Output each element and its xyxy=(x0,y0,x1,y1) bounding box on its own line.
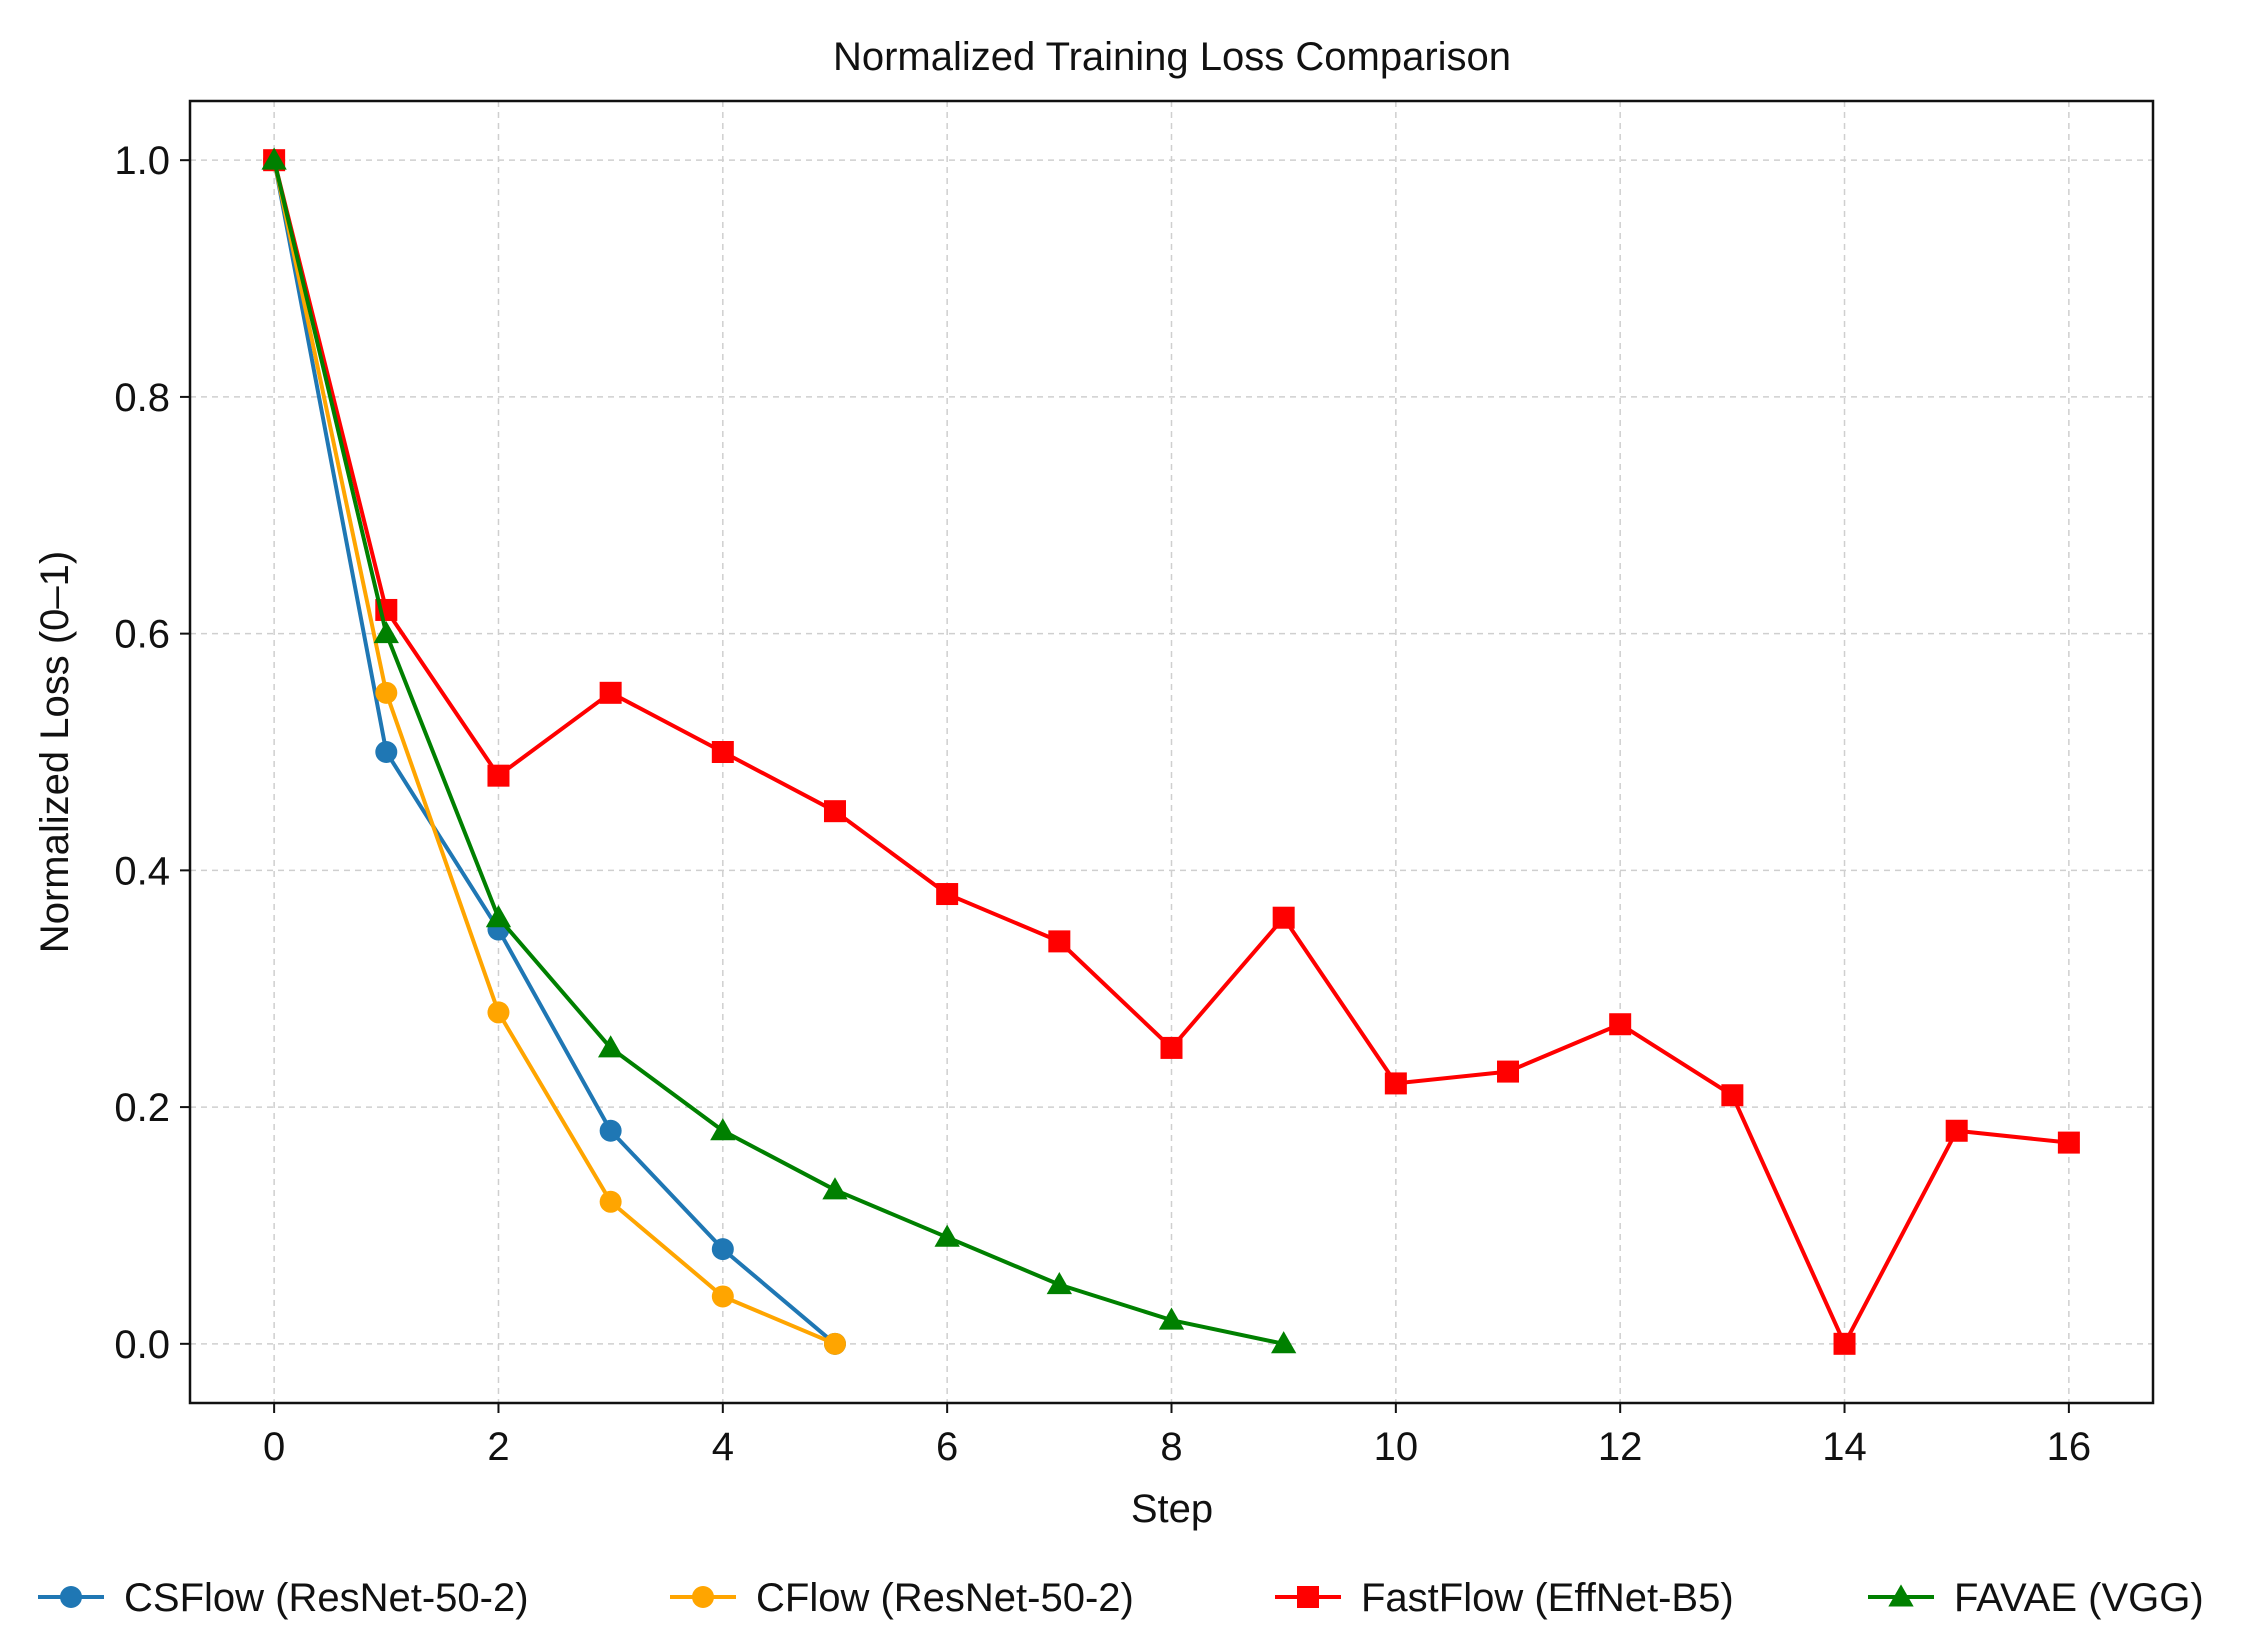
legend-marker xyxy=(60,1586,82,1608)
data-point xyxy=(375,741,398,763)
chart-title: Normalized Training Loss Comparison xyxy=(833,35,1511,79)
x-tick-label: 6 xyxy=(936,1425,958,1469)
y-tick-label: 0.8 xyxy=(114,376,170,420)
legend-label: CSFlow (ResNet-50-2) xyxy=(124,1576,529,1620)
x-tick-label: 0 xyxy=(263,1425,285,1469)
x-tick-label: 14 xyxy=(1822,1425,1867,1469)
data-point xyxy=(1497,1060,1520,1083)
data-point xyxy=(485,905,512,928)
y-tick-label: 0.2 xyxy=(114,1086,170,1130)
data-point xyxy=(711,741,734,763)
data-point xyxy=(711,1238,734,1261)
data-point xyxy=(1160,1036,1183,1059)
legend-item: FastFlow (EffNet-B5) xyxy=(1275,1576,1734,1620)
series-favae-vgg xyxy=(261,147,1297,1354)
series-csflow-resnet-50-2 xyxy=(263,149,846,1355)
data-point xyxy=(375,681,398,704)
data-point xyxy=(1833,1332,1856,1355)
legend-marker xyxy=(1297,1586,1319,1608)
x-tick-label: 12 xyxy=(1598,1425,1643,1469)
data-point xyxy=(487,764,510,787)
data-point xyxy=(599,1119,622,1142)
legend-item: FAVAE (VGG) xyxy=(1868,1576,2204,1620)
x-tick-label: 16 xyxy=(2047,1425,2092,1469)
data-point xyxy=(1046,1271,1072,1295)
data-point xyxy=(2057,1131,2080,1154)
data-point xyxy=(711,1285,734,1308)
x-tick-label: 4 xyxy=(712,1425,734,1469)
series-layer xyxy=(261,147,2080,1355)
data-point xyxy=(1271,1331,1297,1354)
data-point xyxy=(1272,906,1295,929)
data-point xyxy=(934,1224,960,1247)
y-tick-label: 0.6 xyxy=(114,613,170,657)
x-tick-label: 8 xyxy=(1160,1425,1182,1469)
data-point xyxy=(1609,1013,1632,1036)
legend: CSFlow (ResNet-50-2) CFlow (ResNet-50-2) F… xyxy=(38,1576,2204,1620)
x-tick-label: 10 xyxy=(1374,1425,1419,1469)
legend-marker xyxy=(692,1586,714,1608)
data-point xyxy=(1721,1084,1744,1107)
x-tick-label: 2 xyxy=(487,1425,509,1469)
data-point xyxy=(373,620,399,644)
x-axis-label: Step xyxy=(1131,1487,1213,1531)
legend-marker xyxy=(1888,1584,1914,1607)
data-point xyxy=(1384,1072,1407,1095)
x-axis-ticks: 0 2 4 6 8 10 12 14 16 xyxy=(263,1403,2091,1469)
data-point xyxy=(1158,1307,1185,1330)
y-axis-ticks: 0.0 0.2 0.4 0.6 0.8 1.0 xyxy=(114,139,190,1367)
legend-item: CFlow (ResNet-50-2) xyxy=(670,1576,1134,1620)
data-point xyxy=(823,1332,846,1355)
legend-label: FastFlow (EffNet-B5) xyxy=(1361,1576,1734,1620)
data-point xyxy=(823,800,846,823)
legend-label: FAVAE (VGG) xyxy=(1954,1576,2204,1620)
data-point xyxy=(597,1035,624,1058)
y-axis-label: Normalized Loss (0–1) xyxy=(33,551,77,953)
y-tick-label: 0.4 xyxy=(114,849,170,893)
series-line xyxy=(272,158,837,1346)
data-point xyxy=(822,1177,848,1200)
data-point xyxy=(1945,1119,1968,1142)
data-point xyxy=(1048,930,1071,953)
data-point xyxy=(599,681,622,704)
data-point xyxy=(487,1001,510,1024)
data-point xyxy=(710,1118,736,1141)
legend-item: CSFlow (ResNet-50-2) xyxy=(38,1576,529,1620)
legend-label: CFlow (ResNet-50-2) xyxy=(756,1576,1134,1620)
series-cflow-resnet-50-2 xyxy=(263,149,846,1355)
y-tick-label: 0.0 xyxy=(114,1323,170,1367)
data-point xyxy=(261,147,287,170)
series-line xyxy=(272,158,837,1346)
data-point xyxy=(936,883,959,906)
y-tick-label: 1.0 xyxy=(114,139,170,183)
data-point xyxy=(599,1190,622,1213)
series-line xyxy=(272,158,1286,1346)
